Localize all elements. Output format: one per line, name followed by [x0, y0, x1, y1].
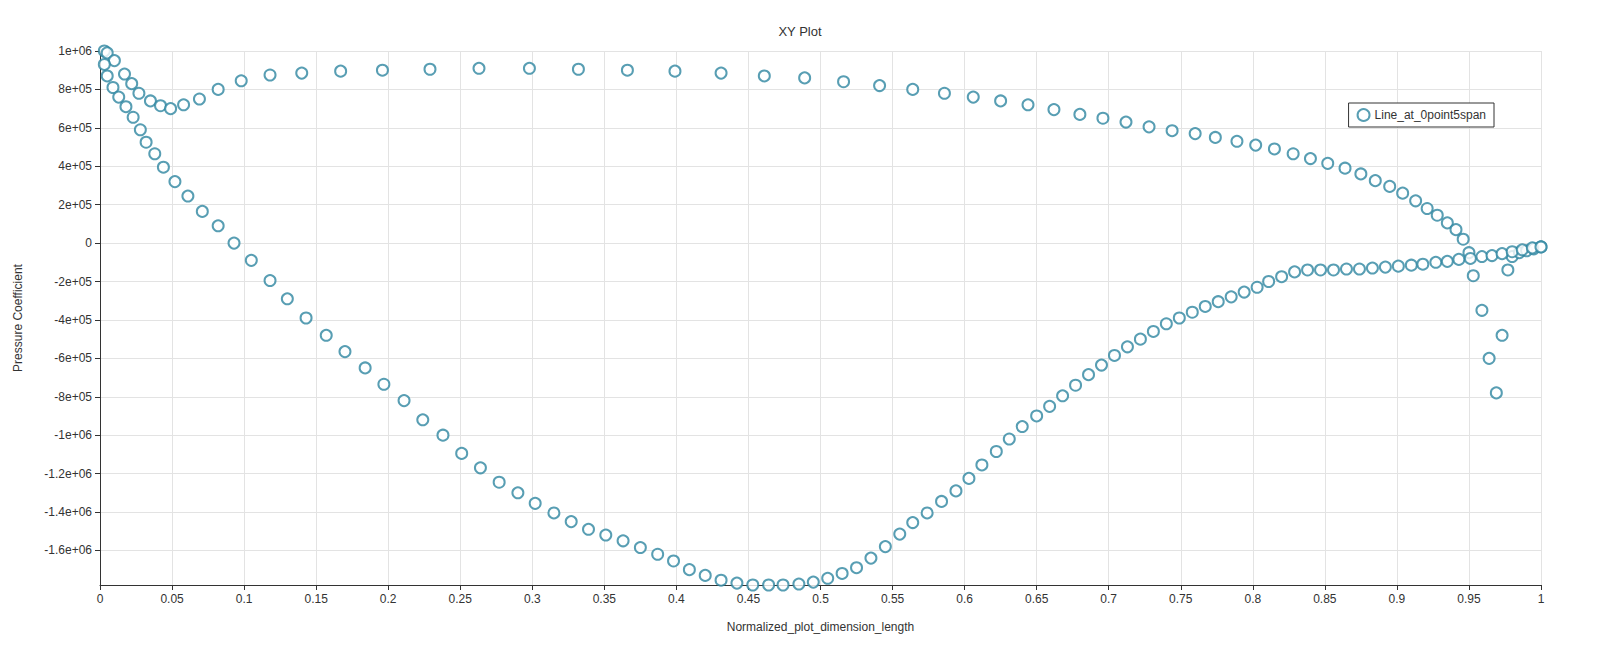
- svg-text:0: 0: [97, 592, 104, 606]
- svg-text:-2e+05: -2e+05: [54, 275, 92, 289]
- svg-text:-1.2e+06: -1.2e+06: [44, 467, 92, 481]
- svg-text:0.7: 0.7: [1100, 592, 1117, 606]
- svg-text:0.5: 0.5: [812, 592, 829, 606]
- svg-text:-8e+05: -8e+05: [54, 390, 92, 404]
- svg-text:0.4: 0.4: [668, 592, 685, 606]
- svg-text:0.55: 0.55: [881, 592, 905, 606]
- svg-text:0.35: 0.35: [593, 592, 617, 606]
- svg-text:8e+05: 8e+05: [58, 82, 92, 96]
- svg-text:6e+05: 6e+05: [58, 121, 92, 135]
- svg-text:2e+05: 2e+05: [58, 198, 92, 212]
- svg-text:0.2: 0.2: [380, 592, 397, 606]
- svg-text:1e+06: 1e+06: [58, 44, 92, 58]
- svg-text:0.3: 0.3: [524, 592, 541, 606]
- svg-text:-4e+05: -4e+05: [54, 313, 92, 327]
- svg-text:-1.4e+06: -1.4e+06: [44, 505, 92, 519]
- svg-text:0: 0: [85, 236, 92, 250]
- svg-text:0.6: 0.6: [956, 592, 973, 606]
- svg-text:0.05: 0.05: [160, 592, 184, 606]
- svg-text:Line_at_0point5span: Line_at_0point5span: [1375, 108, 1486, 122]
- svg-text:0.75: 0.75: [1169, 592, 1193, 606]
- svg-text:XY Plot: XY Plot: [778, 24, 822, 39]
- svg-text:0.85: 0.85: [1313, 592, 1337, 606]
- svg-text:0.9: 0.9: [1389, 592, 1406, 606]
- svg-text:1: 1: [1538, 592, 1545, 606]
- svg-text:Normalized_plot_dimension_leng: Normalized_plot_dimension_length: [727, 620, 914, 634]
- svg-text:Pressure Coefficient: Pressure Coefficient: [11, 263, 25, 371]
- svg-text:-1.6e+06: -1.6e+06: [44, 543, 92, 557]
- svg-text:-1e+06: -1e+06: [54, 428, 92, 442]
- svg-text:0.45: 0.45: [737, 592, 761, 606]
- svg-text:0.15: 0.15: [304, 592, 328, 606]
- svg-text:0.95: 0.95: [1457, 592, 1481, 606]
- svg-text:-6e+05: -6e+05: [54, 351, 92, 365]
- svg-text:0.8: 0.8: [1244, 592, 1261, 606]
- svg-text:0.1: 0.1: [236, 592, 253, 606]
- svg-text:4e+05: 4e+05: [58, 159, 92, 173]
- svg-text:0.25: 0.25: [449, 592, 473, 606]
- svg-text:0.65: 0.65: [1025, 592, 1049, 606]
